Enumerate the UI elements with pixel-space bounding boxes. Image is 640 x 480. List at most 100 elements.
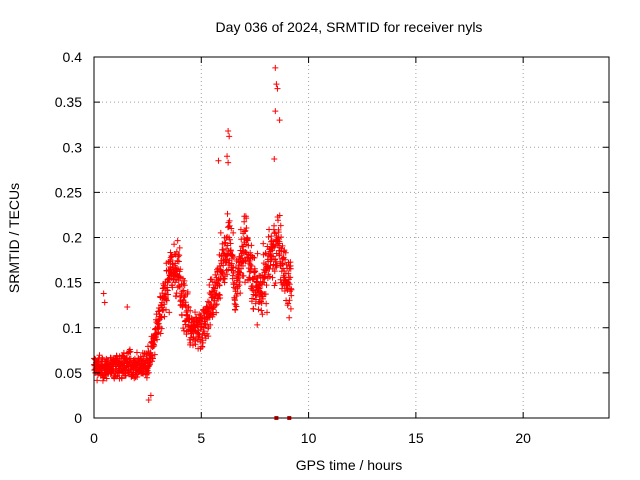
- data-point: [177, 266, 184, 273]
- y-tick-label: 0.25: [55, 184, 82, 200]
- data-point: [146, 361, 153, 368]
- data-point-outlier: [273, 81, 280, 88]
- data-point: [264, 309, 271, 316]
- data-point: [199, 339, 206, 346]
- data-point: [184, 289, 191, 296]
- data-point-outlier: [101, 299, 108, 306]
- data-point: [191, 337, 198, 344]
- data-point: [173, 293, 180, 300]
- y-tick-label: 0.35: [55, 94, 82, 110]
- data-point: [254, 250, 261, 257]
- data-point: [227, 240, 234, 247]
- data-point: [262, 250, 269, 257]
- data-point: [259, 311, 266, 318]
- data-point-outlier: [226, 133, 233, 140]
- data-point: [286, 297, 293, 304]
- data-point: [149, 355, 156, 362]
- data-point: [248, 263, 255, 270]
- data-point: [145, 369, 152, 376]
- data-point: [171, 241, 178, 248]
- data-point: [247, 249, 254, 256]
- data-point: [240, 272, 247, 279]
- data-point: [189, 342, 196, 349]
- data-point: [176, 244, 183, 251]
- data-point-outlier: [272, 108, 279, 115]
- data-point: [181, 282, 188, 289]
- data-point: [216, 291, 223, 298]
- data-point: [237, 290, 244, 297]
- x-axis-label: GPS time / hours: [296, 457, 403, 473]
- y-tick-label: 0.2: [63, 230, 83, 246]
- data-point: [227, 247, 234, 254]
- data-point: [241, 228, 248, 235]
- data-point: [253, 292, 260, 299]
- data-point: [151, 351, 158, 358]
- data-point: [249, 295, 256, 302]
- data-point: [166, 258, 173, 265]
- data-point: [237, 226, 244, 233]
- data-point: [266, 273, 273, 280]
- data-point: [174, 237, 181, 244]
- data-point: [284, 285, 291, 292]
- data-point: [277, 222, 284, 229]
- data-point: [230, 229, 237, 236]
- data-point-outlier: [147, 392, 154, 399]
- data-point-outlier: [124, 303, 131, 310]
- x-tick-label: 15: [408, 430, 424, 446]
- data-point: [272, 256, 279, 263]
- data-point: [224, 210, 231, 217]
- data-point: [206, 282, 213, 289]
- y-tick-label: 0.3: [63, 139, 83, 155]
- data-point: [279, 242, 286, 249]
- data-point: [103, 355, 110, 362]
- data-point: [205, 333, 212, 340]
- data-point: [263, 300, 270, 307]
- data-point: [230, 270, 237, 276]
- data-point: [211, 285, 218, 292]
- data-point: [285, 270, 292, 277]
- data-point: [222, 256, 229, 263]
- data-point-outlier: [215, 157, 222, 164]
- data-point: [199, 343, 206, 350]
- data-point: [212, 271, 219, 278]
- data-point: [233, 303, 240, 310]
- y-tick-label: 0.15: [55, 275, 82, 291]
- data-point: [213, 309, 220, 316]
- data-point: [185, 304, 192, 311]
- data-point: [272, 230, 279, 237]
- y-tick-label: 0.05: [55, 365, 82, 381]
- data-point: [276, 212, 283, 219]
- data-point: [259, 278, 266, 285]
- data-point-outlier: [225, 128, 232, 135]
- data-point: [271, 268, 278, 275]
- data-point: [234, 290, 241, 297]
- data-point-outlier: [276, 117, 283, 124]
- data-point: [252, 268, 259, 275]
- data-point: [190, 333, 197, 340]
- data-point: [140, 353, 147, 360]
- data-point-outlier: [274, 85, 281, 92]
- data-point-outlier: [100, 290, 107, 297]
- data-point: [242, 227, 249, 234]
- data-point: [281, 247, 288, 254]
- data-point: [225, 266, 232, 273]
- data-point: [282, 256, 289, 263]
- data-point: [154, 336, 161, 343]
- data-point: [287, 274, 294, 281]
- data-point: [275, 229, 282, 236]
- data-point: [287, 305, 294, 312]
- data-point: [161, 313, 168, 320]
- data-point: [122, 372, 129, 379]
- data-point: [271, 222, 278, 229]
- data-point: [243, 215, 250, 222]
- data-point: [275, 217, 282, 224]
- data-point: [133, 349, 140, 356]
- data-point: [175, 258, 182, 265]
- data-point: [163, 296, 170, 303]
- data-point: [94, 377, 101, 384]
- data-point: [147, 349, 154, 356]
- data-point: [172, 279, 179, 286]
- data-point: [260, 240, 267, 247]
- data-point: [229, 272, 236, 279]
- data-point: [282, 249, 289, 256]
